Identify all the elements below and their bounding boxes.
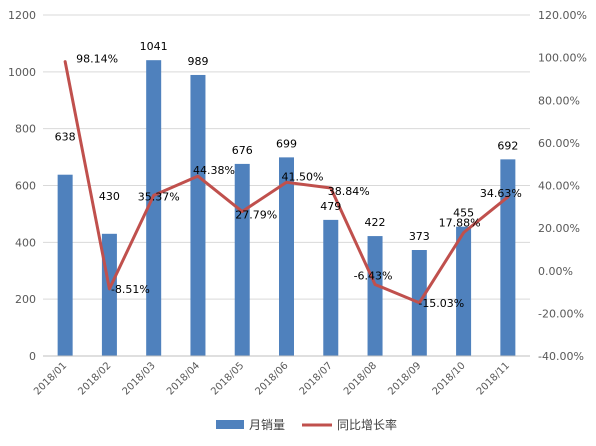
y-left-tick-label: 400 <box>15 236 36 249</box>
legend-label-growth: 同比增长率 <box>337 417 397 432</box>
line-value-label: -15.03% <box>418 297 464 310</box>
x-tick-label: 2018/06 <box>253 360 290 397</box>
line-value-label: 27.79% <box>235 209 277 222</box>
x-tick-label: 2018/04 <box>165 360 202 397</box>
y-right-tick-label: 120.00% <box>538 9 587 22</box>
bar <box>367 236 383 356</box>
bar-value-label: 989 <box>187 55 208 68</box>
y-left-tick-label: 1200 <box>8 9 36 22</box>
x-tick-label: 2018/02 <box>76 360 113 397</box>
bar-value-label: 455 <box>453 207 474 220</box>
line-value-label: 41.50% <box>282 170 324 183</box>
y-right-tick-label: 20.00% <box>538 222 580 235</box>
y-right-tick-label: 40.00% <box>538 180 580 193</box>
x-tick-label: 2018/11 <box>475 360 512 397</box>
bar <box>190 74 206 356</box>
bar-value-label: 422 <box>365 216 386 229</box>
line-value-label: -8.51% <box>111 283 150 296</box>
y-right-tick-label: -20.00% <box>538 307 584 320</box>
y-left-tick-label: 0 <box>29 350 36 363</box>
bar <box>279 157 294 356</box>
x-tick-label: 2018/08 <box>342 360 379 397</box>
bar-value-label: 699 <box>276 137 297 150</box>
x-tick-label: 2018/03 <box>121 360 158 397</box>
bar-value-label: 676 <box>232 144 253 157</box>
bar <box>234 163 250 356</box>
bar-value-label: 1041 <box>140 40 168 53</box>
x-tick-label: 2018/07 <box>298 360 335 397</box>
line-value-label: -6.43% <box>354 269 393 282</box>
legend-label-sales: 月销量 <box>249 418 285 432</box>
bar-value-label: 479 <box>320 200 341 213</box>
bar <box>500 159 516 356</box>
bar <box>57 174 73 356</box>
line-value-label: 34.63% <box>480 187 522 200</box>
x-tick-label: 2018/01 <box>32 360 69 397</box>
x-tick-label: 2018/09 <box>386 360 423 397</box>
growth-rate-line <box>63 60 510 305</box>
bar-value-label: 692 <box>497 139 518 152</box>
y-left-tick-label: 600 <box>15 180 36 193</box>
line-value-label: 98.14% <box>76 53 118 66</box>
line-value-label: 38.84% <box>328 185 370 198</box>
y-right-tick-label: 80.00% <box>538 94 580 107</box>
legend-swatch-bar <box>216 420 244 429</box>
y-left-tick-label: 200 <box>15 293 36 306</box>
bar-value-label: 430 <box>99 190 120 203</box>
line-value-label: 35.37% <box>138 190 180 203</box>
line-value-label: 44.38% <box>193 164 235 177</box>
bar <box>323 219 339 356</box>
y-left-tick-label: 1000 <box>8 66 36 79</box>
x-tick-label: 2018/10 <box>431 360 468 397</box>
y-right-tick-label: -40.00% <box>538 350 584 363</box>
x-tick-label: 2018/05 <box>209 360 246 397</box>
bar-value-label: 638 <box>55 131 76 144</box>
y-right-tick-label: 100.00% <box>538 52 587 65</box>
y-right-tick-label: 0.00% <box>538 265 573 278</box>
line-value-label: 17.88% <box>439 217 481 230</box>
y-right-tick-label: 60.00% <box>538 137 580 150</box>
bar <box>456 226 472 356</box>
bar <box>146 60 162 357</box>
y-left-tick-label: 800 <box>15 123 36 136</box>
bar-value-label: 373 <box>409 230 430 243</box>
